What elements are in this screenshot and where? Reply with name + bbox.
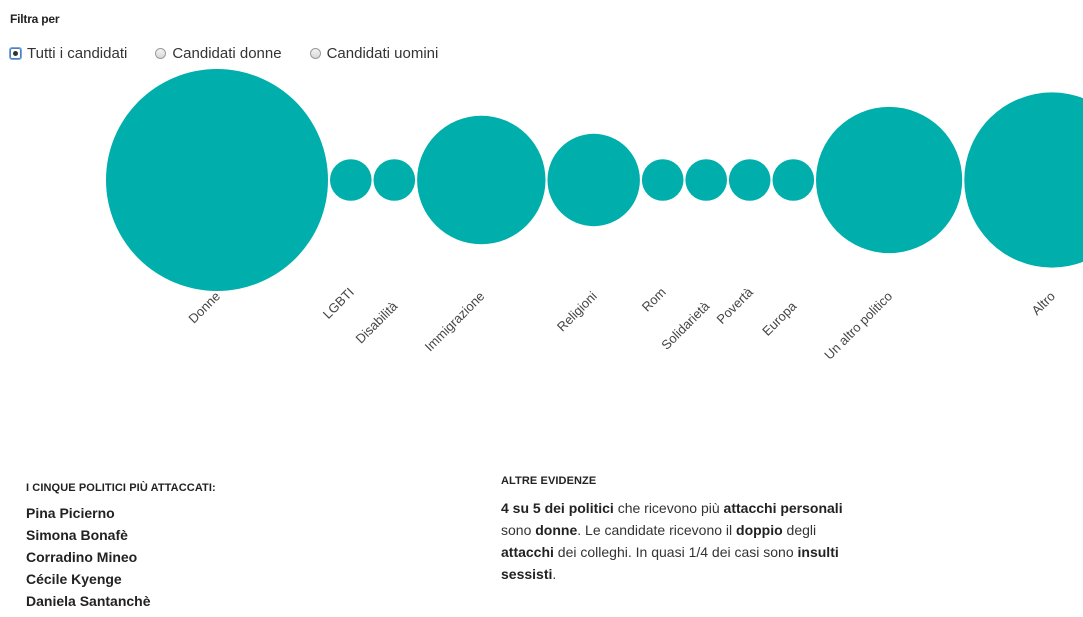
category-label: Povertà	[714, 284, 757, 327]
evidence-highlight: donne	[535, 522, 578, 538]
category-label: Altro	[1029, 289, 1059, 319]
filter-all-label: Tutti i candidati	[27, 45, 128, 62]
top-politicians-list: Pina Picierno Simona Bonafè Corradino Mi…	[26, 502, 216, 612]
category-label: LGBTI	[320, 285, 357, 322]
filter-all-candidates[interactable]: Tutti i candidati	[9, 45, 128, 62]
evidence-text-segment: . Le candidate ricevono il	[577, 522, 737, 538]
bubble-donne[interactable]	[106, 69, 328, 291]
filter-men-label: Candidati uomini	[326, 45, 439, 62]
evidence-text-segment: sono	[501, 522, 536, 538]
bubble-religioni[interactable]	[547, 133, 640, 227]
category-label: Religioni	[554, 288, 600, 334]
evidence-highlight: attacchi	[501, 544, 554, 560]
bubble-solidariet-[interactable]	[685, 159, 727, 201]
filter-women-candidates[interactable]: Candidati donne	[155, 45, 282, 62]
category-label: Rom	[639, 285, 669, 315]
category-label: Donne	[185, 289, 223, 327]
evidence-highlight: 4 su 5 dei politici	[501, 500, 614, 516]
bubble-un-altro-politico[interactable]	[816, 106, 963, 254]
category-label: Un altro politico	[821, 289, 895, 363]
bubble-rom[interactable]	[641, 159, 684, 201]
category-label: Europa	[759, 298, 800, 339]
evidence-highlight: insulti sessisti	[501, 544, 839, 582]
list-item: Daniela Santanchè	[26, 593, 151, 609]
radio-men-candidates[interactable]	[309, 48, 321, 59]
category-label: Disabilità	[353, 298, 401, 346]
filter-men-candidates[interactable]: Candidati uomini	[309, 45, 439, 62]
evidence-highlight: doppio	[736, 522, 783, 538]
bubble-europa[interactable]	[772, 159, 815, 201]
other-evidence-text: 4 su 5 dei politici che ricevono più att…	[501, 497, 861, 585]
bubble-lgbti[interactable]	[330, 159, 372, 201]
bubble-immigrazione[interactable]	[417, 115, 546, 245]
bubble-povert-[interactable]	[728, 159, 771, 201]
top-politicians-title: I CINQUE POLITICI PIÙ ATTACCATI:	[26, 482, 216, 494]
list-item: Simona Bonafè	[26, 527, 128, 543]
evidence-text-segment: .	[552, 566, 557, 582]
evidence-text-segment: dei colleghi. In quasi 1/4 dei casi sono	[553, 544, 798, 560]
evidence-text-segment: che ricevono più	[613, 500, 724, 516]
filter-group: Tutti i candidati Candidati donne Candid…	[9, 45, 466, 62]
filter-women-label: Candidati donne	[172, 45, 282, 62]
list-item: Pina Picierno	[26, 505, 115, 521]
bubble-disabilit-[interactable]	[373, 159, 416, 201]
list-item: Corradino Mineo	[26, 549, 138, 565]
top-politicians-panel: I CINQUE POLITICI PIÙ ATTACCATI: Pina Pi…	[26, 482, 216, 612]
radio-all-candidates[interactable]	[9, 47, 22, 60]
category-label: Immigrazione	[422, 289, 488, 355]
bubble-altro[interactable]	[964, 92, 1083, 268]
radio-women-candidates[interactable]	[155, 48, 167, 59]
evidence-text-segment: degli	[782, 522, 817, 538]
evidence-highlight: attacchi personali	[723, 500, 843, 516]
filter-title: Filtra per	[10, 12, 60, 26]
category-label: Solidarietà	[658, 298, 713, 353]
other-evidence-title: ALTRE EVIDENZE	[501, 475, 597, 487]
list-item: Cécile Kyenge	[26, 571, 122, 587]
other-evidence-panel: ALTRE EVIDENZE 4 su 5 dei politici che r…	[501, 475, 861, 585]
